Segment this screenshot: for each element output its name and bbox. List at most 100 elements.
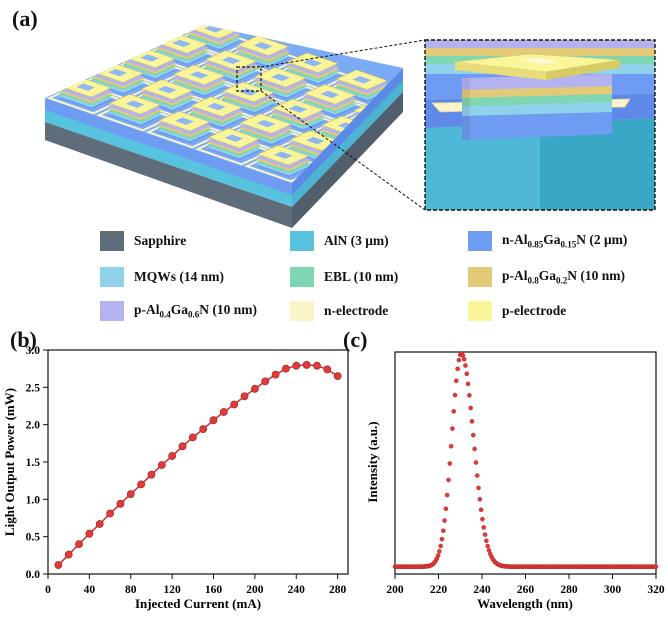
mesa [273, 52, 352, 90]
chart-b-ytick-label: 1.0 [26, 494, 41, 506]
mesa [226, 113, 305, 151]
legend-item-aln: AlN (3 μm) [290, 230, 389, 252]
chart-b-point [209, 416, 218, 425]
chart-el-spectrum: 200 220 240 260 280 300 320 Wavelength (nm) In… [365, 351, 665, 611]
legend-swatch-mqw [100, 267, 124, 287]
chart-b-point [261, 377, 270, 386]
chart-b-ylabel: Light Output Power (mW) [2, 388, 17, 536]
legend-swatch-p-electrode [468, 301, 492, 321]
chart-c-point [469, 419, 475, 424]
legend-item-n-electrode: n-electrode [290, 300, 388, 322]
panel-a-label: (a) [12, 6, 38, 31]
chart-c-point [478, 507, 484, 513]
chart-b-point [271, 370, 280, 379]
zoom-line-bottom [260, 90, 426, 211]
chart-b-point [188, 433, 197, 442]
chart-b-point [147, 470, 156, 479]
chart-b-points [54, 361, 342, 569]
legend-text: EBL (10 nm) [324, 269, 399, 284]
chart-b-point [64, 550, 73, 559]
chart-b-point [219, 408, 228, 416]
legend-item-p-algan-04: p-Al0.4Ga0.6N (10 nm) [100, 300, 257, 322]
chart-b-point [178, 442, 187, 451]
chart-c-xtick-label: 220 [430, 584, 448, 596]
chart-b-ytick-label: 1.5 [26, 457, 41, 469]
chart-b-point [333, 372, 342, 381]
chart-c-xtick-label: 300 [604, 584, 622, 596]
zoomed-cross-section [424, 39, 656, 211]
legend-item-n-algan: n-Al0.85Ga0.15N (2 μm) [468, 230, 627, 252]
chart-c-point [446, 477, 451, 483]
p-electrode-opening [189, 71, 209, 79]
chart-b-point [168, 452, 177, 460]
chart-c-point [474, 473, 480, 478]
chart-b-xtick-label: 0 [45, 584, 51, 596]
p-electrode-opening [305, 136, 325, 145]
chart-b-xlabel: Injected Current (mA) [135, 596, 261, 611]
legend-text: p-Al0.8Ga0.2N (10 nm) [502, 268, 626, 286]
mesa [322, 69, 401, 107]
chart-b-frame [47, 349, 349, 575]
chart-c-point [455, 366, 460, 372]
chart-b-ticks: 0 40 80 120 160 200 240 280 0.0 0.5 1.0 1.5 2.0 2.5 3.… [26, 345, 347, 596]
chart-c-xlabel: Wavelength (nm) [477, 596, 573, 611]
chart-c-point [484, 538, 489, 544]
legend-text: n-electrode [324, 303, 389, 318]
chart-c-frame [394, 351, 657, 575]
chart-c-ticks: 200 220 240 260 280 300 320 [386, 574, 665, 596]
chart-c-point [435, 553, 441, 558]
zoom-frame [424, 39, 656, 211]
chart-c-ylabel: Intensity (a.u.) [365, 421, 380, 502]
mesa [241, 67, 320, 105]
zoom-source-box [236, 66, 262, 92]
chart-c-point [456, 357, 462, 363]
chart-c-plot-area: 200 220 240 260 280 300 320 [386, 351, 665, 596]
p-electrode-opening [352, 76, 372, 84]
chart-c-point [460, 352, 466, 358]
legend-item-p-electrode: p-electrode [468, 300, 566, 322]
chart-b-xtick-label: 80 [125, 584, 137, 596]
mesa [224, 35, 303, 73]
chart-b-ytick-label: 2.5 [26, 382, 41, 394]
legend-swatch-n-algan [468, 231, 492, 251]
p-electrode-opening [273, 151, 293, 159]
chart-b-point [240, 392, 249, 401]
chart-b-point [85, 529, 94, 538]
legend-text: p-Al0.4Ga0.6N (10 nm) [134, 302, 258, 320]
p-electrode-opening [172, 39, 192, 48]
chart-b-point [106, 509, 114, 518]
chart-c-xtick-label: 320 [647, 584, 665, 596]
chart-b-series-line [57, 364, 339, 566]
chart-b-ytick-label: 0.0 [26, 569, 41, 581]
chart-b-point [116, 499, 125, 508]
chart-c-point [437, 549, 442, 554]
chart-b-point [95, 520, 104, 528]
mesa [258, 98, 337, 137]
chart-c-points [392, 351, 659, 569]
p-electrode-opening [108, 68, 128, 77]
chart-b-point [302, 361, 311, 369]
chart-b-point [250, 384, 259, 393]
p-electrode-opening [401, 93, 403, 101]
mesa [194, 127, 273, 166]
chart-c-point [473, 460, 479, 465]
chart-c-point [461, 356, 467, 362]
mesa [192, 50, 271, 88]
legend-swatch-ebl [290, 267, 314, 287]
p-electrode-opening [303, 59, 322, 67]
p-electrode-opening [320, 90, 340, 99]
p-electrode-opening [157, 85, 177, 94]
p-electrode-opening [125, 100, 145, 108]
chart-c-point [467, 393, 472, 398]
chart-c-xtick-label: 240 [473, 584, 491, 596]
panel-b-label: (b) [10, 327, 37, 352]
mesa [160, 64, 239, 103]
legend-text: Sapphire [134, 233, 187, 248]
chart-c-point [653, 564, 659, 569]
chart-c-point [464, 371, 470, 377]
zoom-line-top [260, 39, 426, 68]
chart-b-point [230, 400, 239, 409]
chart-c-point [444, 492, 450, 498]
chart-b-ytick-label: 0.5 [26, 532, 41, 544]
chart-b-point [157, 461, 166, 469]
